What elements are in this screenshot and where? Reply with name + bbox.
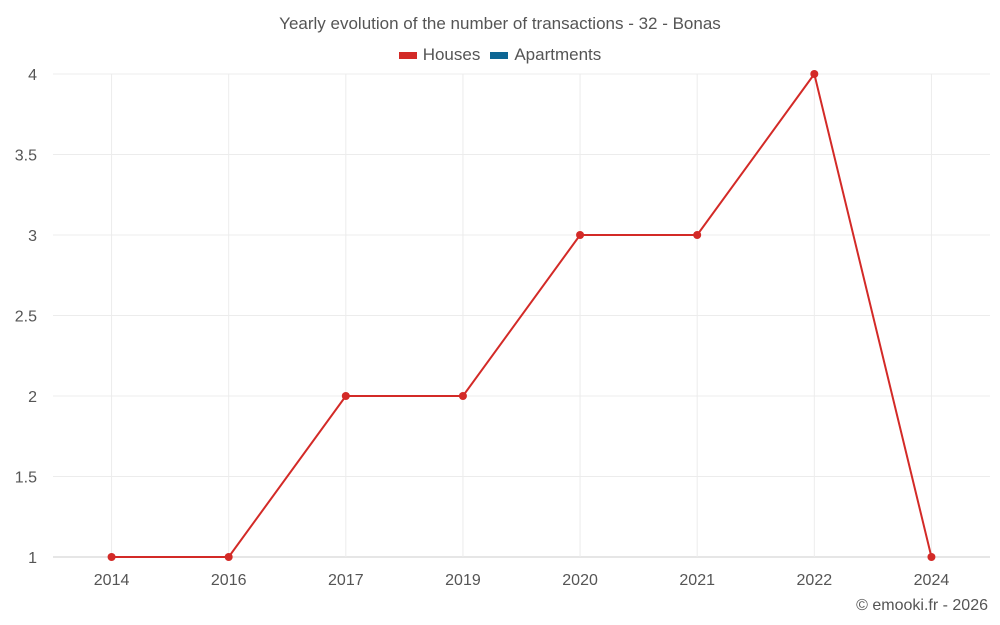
legend-swatch-houses (398, 51, 417, 59)
series-line-houses (111, 71, 933, 558)
chart-title: Yearly evolution of the number of transa… (279, 14, 721, 33)
y-tick-label: 3 (28, 228, 37, 245)
x-tick-label: 2020 (562, 572, 598, 589)
x-tick-label: 2014 (94, 572, 130, 589)
data-point-houses (224, 553, 233, 561)
y-tick-label: 4 (28, 67, 37, 84)
data-point-houses (927, 553, 936, 561)
x-tick-label: 2019 (445, 572, 481, 589)
credit-text: © emooki.fr - 2026 (856, 597, 988, 614)
y-tick-label: 1 (28, 550, 37, 567)
x-tick-label: 2022 (797, 572, 833, 589)
legend-item-houses[interactable]: Houses (398, 45, 481, 65)
y-tick-label: 2.5 (15, 309, 37, 326)
x-tick-label: 2021 (679, 572, 715, 589)
y-tick-label: 1.5 (15, 470, 37, 487)
x-tick-label: 2017 (328, 572, 364, 589)
data-point-houses (693, 231, 702, 239)
chart-legend: Houses Apartments (0, 45, 1000, 65)
x-tick-label: 2024 (914, 572, 950, 589)
data-point-houses (458, 392, 467, 400)
y-tick-label: 3.5 (15, 148, 37, 165)
legend-item-apartments[interactable]: Apartments (490, 45, 601, 65)
x-tick-label: 2016 (211, 572, 247, 589)
y-tick-label: 2 (28, 389, 37, 406)
data-point-houses (341, 392, 350, 400)
legend-label-apartments: Apartments (514, 45, 602, 64)
data-point-houses (810, 70, 819, 78)
legend-swatch-apartments (490, 51, 509, 59)
data-point-houses (107, 553, 116, 561)
legend-label-houses: Houses (422, 45, 481, 64)
data-point-houses (576, 231, 585, 239)
